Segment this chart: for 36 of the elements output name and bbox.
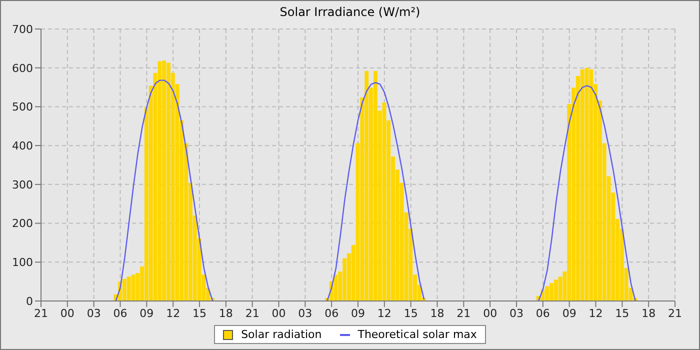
y-tick-label: 100	[12, 256, 33, 270]
x-tick-label: 03	[86, 306, 101, 320]
y-tick-label: 400	[12, 139, 33, 152]
x-tick-label: 03	[510, 306, 524, 320]
x-tick-label: 06	[113, 306, 128, 320]
x-tick-label: 09	[140, 306, 154, 320]
x-tick-label: 12	[588, 306, 603, 320]
x-tick-label: 18	[642, 306, 656, 320]
x-tick-label: 00	[272, 306, 286, 320]
y-tick-label: 0	[26, 294, 33, 308]
x-tick-label: 00	[483, 306, 498, 320]
x-tick-label: 09	[562, 306, 576, 320]
x-tick-label: 06	[324, 306, 339, 320]
x-tick-label: 06	[536, 306, 550, 320]
x-tick-label: 21	[34, 306, 48, 320]
x-tick-label: 21	[668, 306, 682, 320]
y-tick-label: 700	[12, 22, 33, 36]
y-tick-label: 600	[12, 62, 33, 75]
x-tick-label: 00	[60, 306, 74, 320]
x-tick-label: 09	[351, 306, 365, 320]
x-tick-label: 21	[456, 306, 471, 320]
x-tick-label: 12	[166, 306, 180, 320]
x-tick-label: 18	[218, 306, 233, 320]
x-tick-label: 21	[245, 306, 260, 320]
legend-label: Theoretical solar max	[358, 328, 477, 341]
x-tick-label: 15	[615, 306, 630, 320]
x-tick-label: 18	[430, 306, 444, 320]
x-tick-label: 15	[404, 306, 418, 320]
x-tick-label: 12	[377, 306, 392, 320]
x-tick-label: 15	[192, 306, 206, 320]
y-tick-label: 300	[12, 178, 33, 192]
y-tick-label: 200	[12, 217, 33, 230]
legend-label: Solar radiation	[241, 328, 322, 341]
y-tick-label: 500	[12, 100, 33, 114]
x-tick-label: 03	[298, 306, 312, 320]
chart-title: Solar Irradiance (W/m²)	[278, 5, 422, 21]
